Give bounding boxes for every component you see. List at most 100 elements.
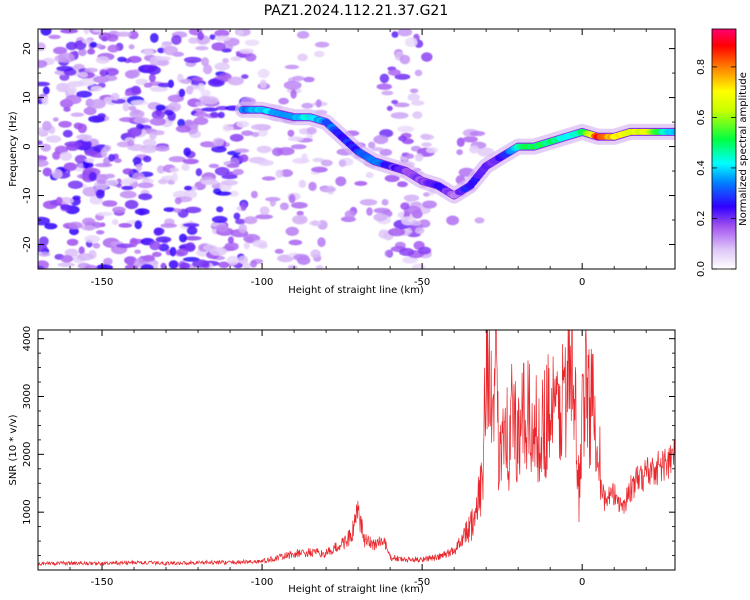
- heatmap-noise-cell: [393, 227, 401, 236]
- heatmap-noise-cell: [142, 256, 156, 262]
- heatmap-noise-cell: [137, 182, 154, 189]
- heatmap-noise-cell: [446, 215, 459, 226]
- heatmap-noise-cell: [83, 106, 97, 116]
- heatmap-noise-cell: [149, 240, 161, 251]
- heatmap-noise-cell: [201, 29, 216, 32]
- heatmap-noise-cell: [163, 207, 176, 213]
- heatmap-noise-cell: [397, 181, 408, 188]
- heatmap-noise-cell: [216, 206, 224, 213]
- colorbar-ticks: 0.0 0.2 0.4 0.6 0.8: [696, 59, 736, 277]
- heatmap-noise-cell: [423, 192, 430, 197]
- heatmap-noise-cell: [84, 264, 98, 269]
- heatmap-ytick-label: 0: [22, 143, 33, 149]
- heatmap-noise-cell: [90, 85, 103, 92]
- heatmap-ytick-label: -20: [22, 236, 33, 252]
- heatmap-noise-cell: [243, 216, 258, 225]
- heatmap-noise-cell: [335, 176, 347, 187]
- heatmap-noise-cell: [81, 224, 96, 231]
- heatmap-noise-cell: [234, 148, 250, 153]
- heatmap-noise-cell: [152, 251, 162, 257]
- heatmap-noise-cell: [122, 168, 134, 175]
- heatmap-noise-cell: [211, 42, 227, 51]
- heatmap-noise-cell: [97, 113, 106, 119]
- heatmap-noise-cell: [184, 206, 202, 214]
- heatmap-noise-cell: [140, 264, 154, 269]
- heatmap-noise-cell: [203, 64, 213, 75]
- heatmap-ridge-cell: [670, 128, 675, 135]
- heatmap-noise-cell: [134, 249, 142, 254]
- heatmap-noise-cell: [184, 185, 193, 191]
- heatmap-noise-cell: [298, 179, 307, 188]
- heatmap-noise-cell: [185, 85, 194, 95]
- heatmap-noise-cell: [367, 141, 376, 149]
- heatmap-noise-cell: [412, 111, 423, 119]
- heatmap-noise-cell: [384, 249, 393, 258]
- colorbar-tick-label: 0.6: [696, 109, 707, 125]
- heatmap-noise-cell: [56, 65, 74, 72]
- heatmap-noise-cell: [157, 47, 166, 54]
- heatmap-ytick-label: 20: [22, 42, 33, 55]
- heatmap-noise-cell: [42, 120, 52, 131]
- heatmap-noise-cell: [399, 54, 411, 65]
- heatmap-noise-cell: [384, 174, 400, 183]
- heatmap-noise-cell: [394, 73, 411, 80]
- heatmap-noise-cell: [178, 88, 186, 98]
- heatmap-noise-cell: [238, 255, 249, 265]
- heatmap-noise-cell: [400, 202, 410, 210]
- heatmap-noise-cell: [354, 181, 368, 186]
- heatmap-noise-cell: [373, 213, 388, 222]
- heatmap-noise-cell: [474, 217, 485, 224]
- heatmap-noise-cell: [180, 78, 192, 84]
- heatmap-noise-cell: [63, 106, 71, 112]
- heatmap-noise-cell: [229, 190, 239, 197]
- heatmap-noise-cell: [66, 143, 80, 151]
- heatmap-noise-cell: [292, 157, 310, 164]
- colorbar-label: Normalized spectral amplitude: [738, 72, 749, 226]
- heatmap-noise-cell: [287, 136, 304, 142]
- heatmap-signal-ridge: [234, 101, 675, 204]
- heatmap-noise-cell: [130, 100, 148, 106]
- heatmap-noise-cell: [226, 255, 239, 266]
- heatmap-noise-cell: [274, 248, 284, 254]
- heatmap-noise-cell: [214, 62, 230, 71]
- heatmap-noise-cell: [287, 129, 295, 137]
- heatmap-noise-cell: [397, 125, 415, 133]
- heatmap-noise-cell: [82, 186, 99, 197]
- heatmap-noise-cell: [149, 73, 156, 83]
- heatmap-noise-cell: [214, 166, 230, 176]
- snr-xlabel: Height of straight line (km): [288, 584, 424, 595]
- heatmap-noise-cell: [418, 246, 432, 255]
- heatmap-noise-cell: [94, 163, 113, 168]
- heatmap-noise-cell: [317, 237, 326, 248]
- heatmap-noise-cell: [150, 33, 159, 43]
- heatmap-noise-cell: [124, 91, 133, 97]
- heatmap-noise-cell: [76, 90, 92, 98]
- heatmap-noise-cell: [127, 127, 143, 137]
- heatmap-noise-cell: [59, 151, 72, 161]
- snr-ytick-label: 2000: [22, 442, 33, 467]
- heatmap-noise-cell: [38, 251, 51, 257]
- heatmap-noise-cell: [371, 147, 384, 152]
- heatmap-noise-cell: [236, 29, 244, 36]
- heatmap-noise-cell: [211, 215, 228, 224]
- heatmap-noise-cell: [152, 130, 165, 136]
- heatmap-noise-cell: [229, 133, 244, 142]
- heatmap-noise-cell: [103, 75, 118, 82]
- heatmap-noise-cell: [186, 226, 198, 235]
- heatmap-noise-cell: [63, 162, 77, 171]
- heatmap-noise-cell: [272, 147, 284, 157]
- heatmap-noise-cell: [195, 168, 203, 177]
- heatmap-ylabel: Frequency (Hz): [8, 111, 19, 187]
- heatmap-noise-cell: [311, 166, 328, 173]
- heatmap-noise-cell: [52, 117, 59, 122]
- heatmap-noise-cell: [139, 146, 157, 154]
- heatmap-noise-cell: [393, 102, 410, 108]
- heatmap-noise-cell: [215, 224, 229, 233]
- heatmap-noise-cell: [412, 263, 425, 269]
- heatmap-noise-cell: [105, 68, 119, 76]
- heatmap-xtick-label: -50: [414, 277, 430, 288]
- heatmap-noise-cell: [67, 81, 85, 87]
- heatmap-noise-cell: [119, 190, 137, 199]
- heatmap-noise-cell: [150, 86, 168, 92]
- heatmap-noise-cell: [398, 135, 407, 142]
